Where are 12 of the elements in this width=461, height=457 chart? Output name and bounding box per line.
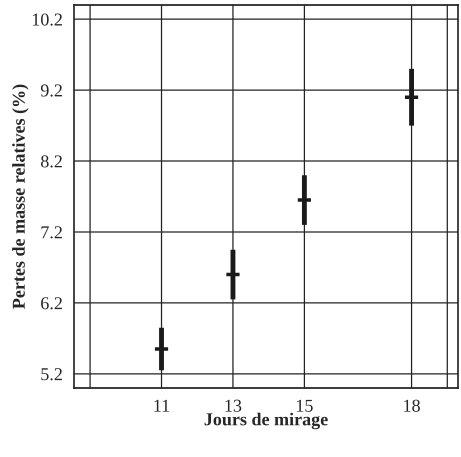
y-tick-label: 5.2: [41, 368, 62, 380]
y-axis-title: Pertes de masse relatives (%): [12, 84, 29, 309]
x-tick-label: 18: [404, 400, 420, 412]
y-tick-label: 6.2: [41, 297, 62, 310]
y-tick-label: 10.2: [32, 13, 62, 26]
x-tick-label: 15: [296, 400, 313, 412]
x-tick-label: 13: [226, 400, 242, 412]
x-axis-title: Jours de mirage: [204, 412, 328, 430]
y-tick-label: 8.2: [41, 155, 62, 168]
x-tick-label: 11: [154, 400, 170, 412]
y-tick-label: 9.2: [40, 84, 62, 97]
y-tick-label: 7.2: [42, 226, 62, 238]
